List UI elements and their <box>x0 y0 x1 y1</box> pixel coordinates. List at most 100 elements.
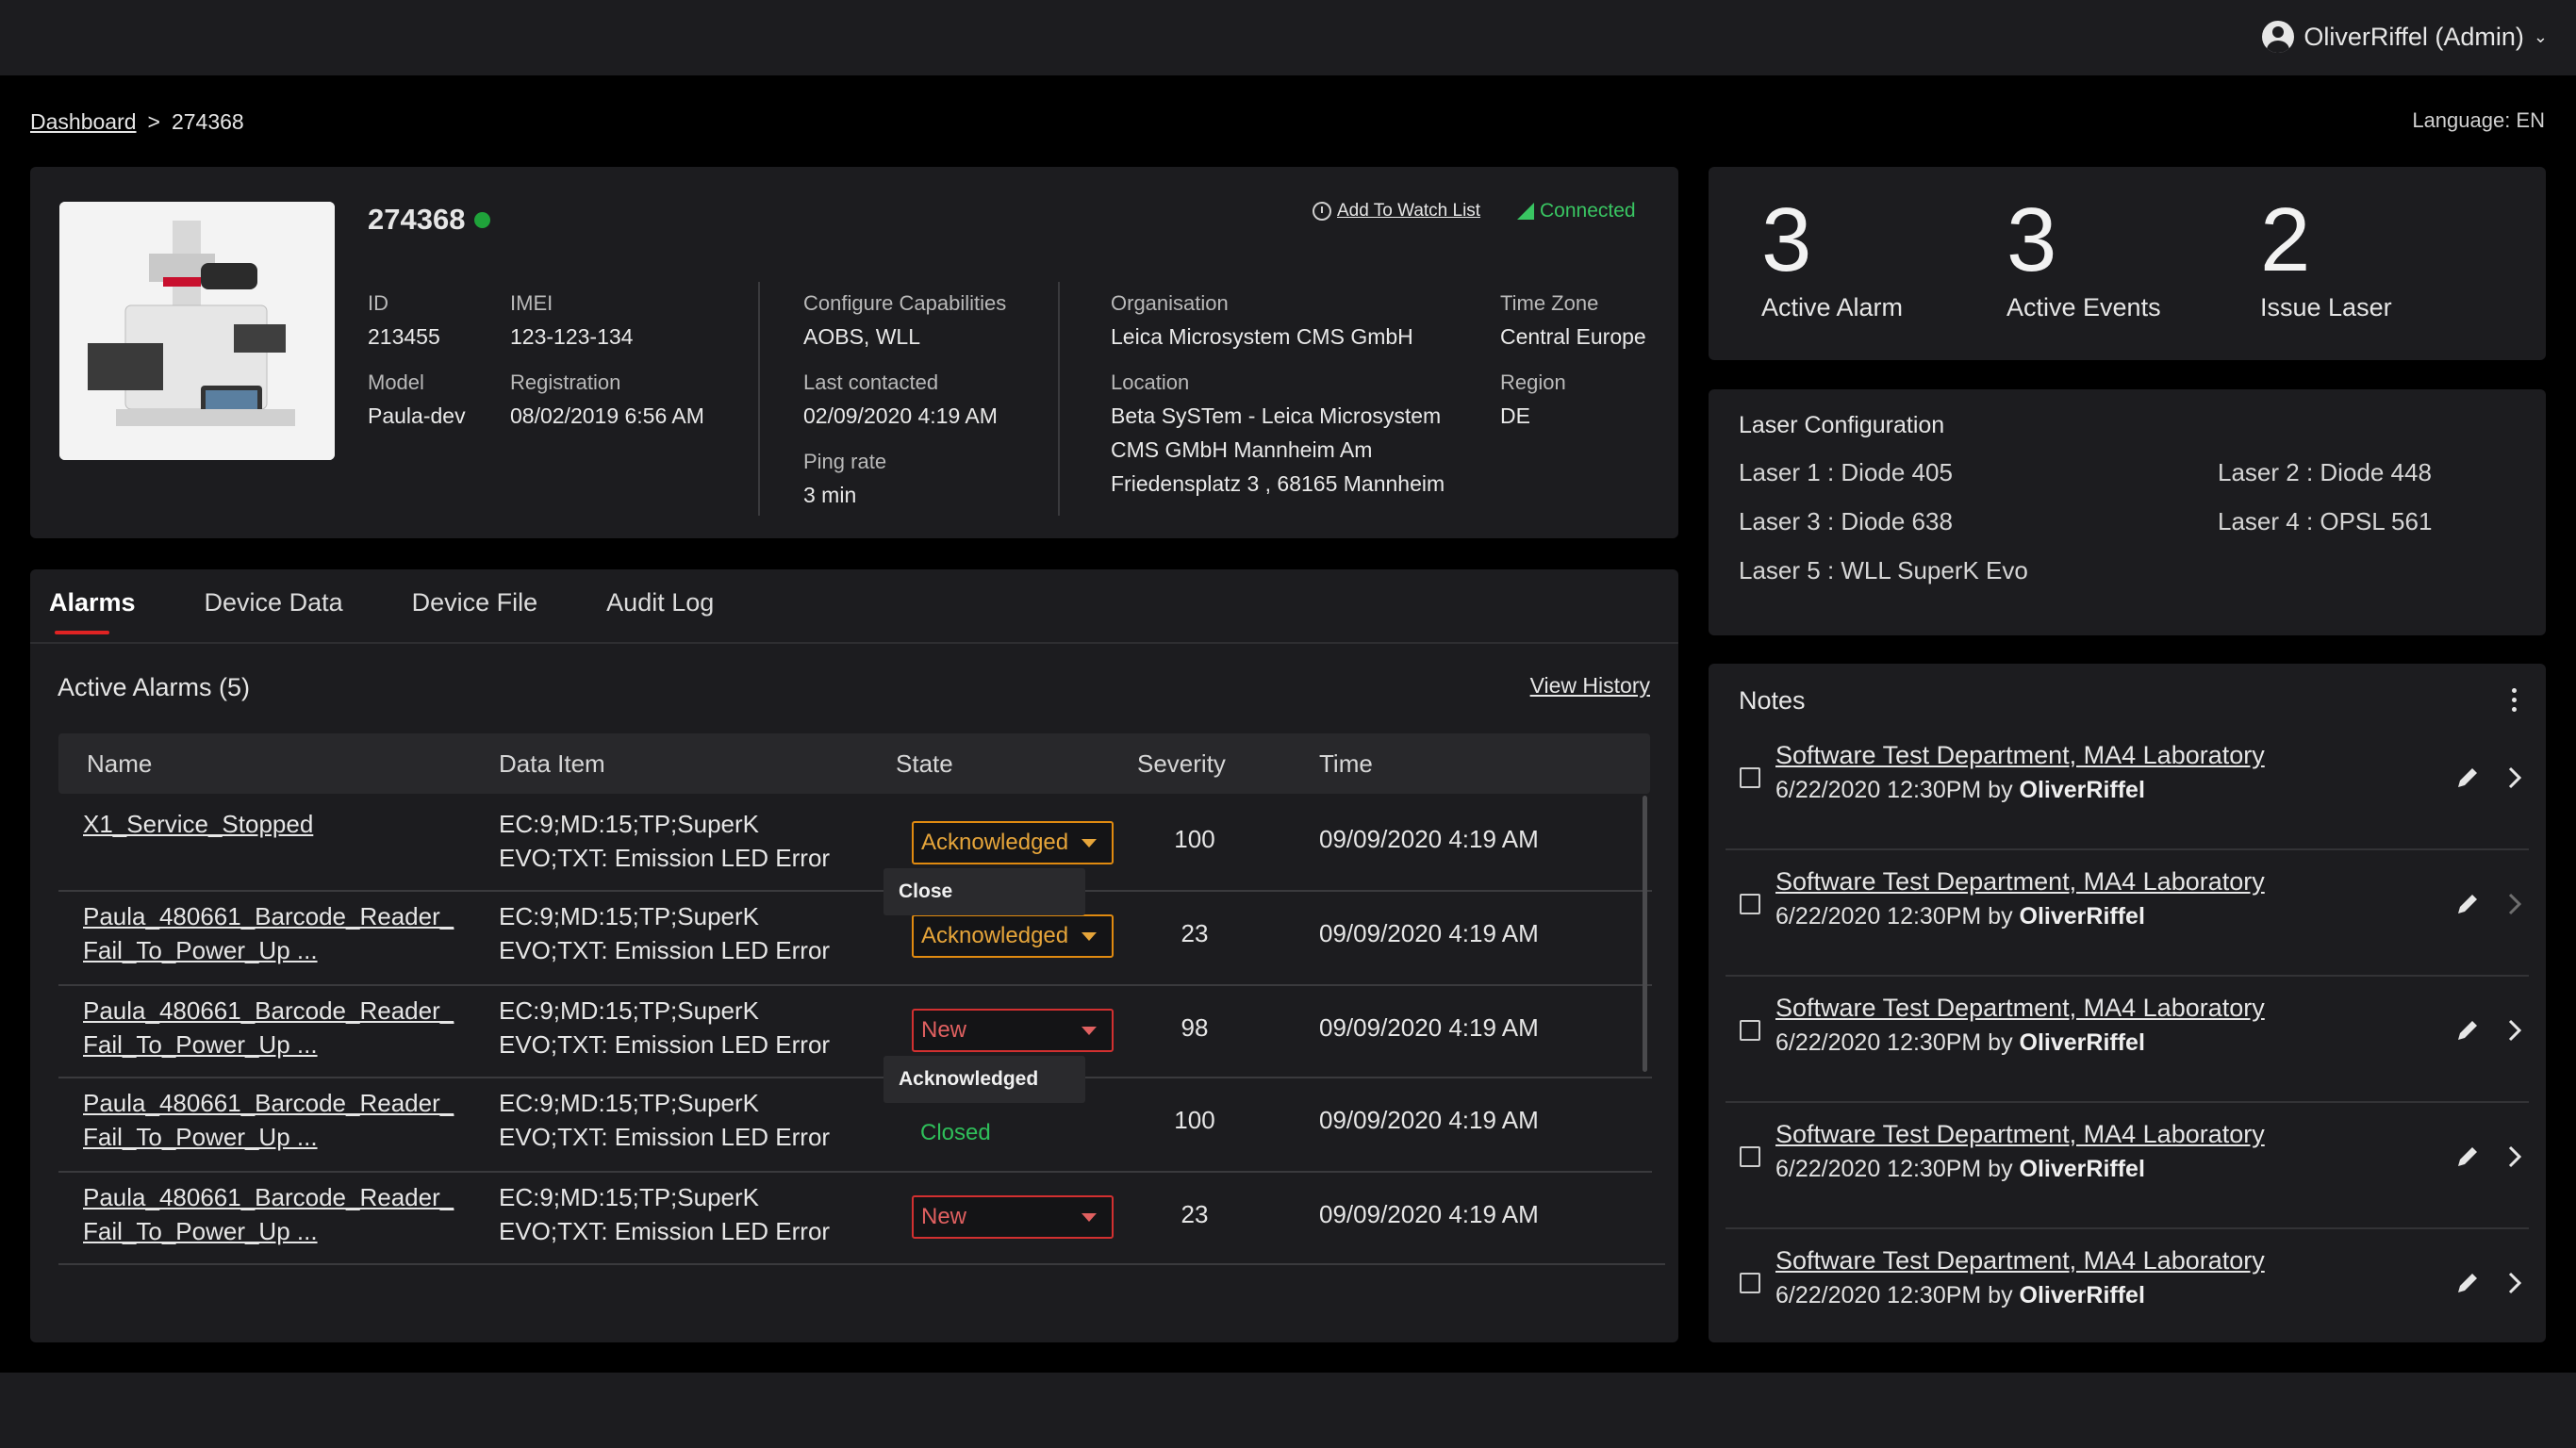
alarm-name-line: Fail_To_Power_Up ... <box>83 936 318 964</box>
note-meta: 6/22/2020 12:30PM by OliverRiffel <box>1775 777 2145 804</box>
note-checkbox[interactable] <box>1740 1273 1760 1293</box>
user-avatar-icon <box>2262 21 2295 53</box>
caret-down-icon <box>1082 932 1097 941</box>
severity-cell: 23 <box>1181 919 1209 947</box>
footer-bar <box>0 1373 2576 1448</box>
alarm-name-link[interactable]: Paula_480661_Barcode_Reader_ Fail_To_Pow… <box>83 994 479 1061</box>
chevron-right-icon[interactable] <box>2502 1144 2527 1169</box>
breadcrumb-current: 274368 <box>171 109 244 134</box>
alarms-card: Alarms Device Data Device File Audit Log… <box>30 569 1678 1342</box>
top-bar: OliverRiffel (Admin) ⌄ <box>0 0 2576 75</box>
chevron-right-icon[interactable] <box>2502 765 2527 790</box>
dropdown-option-close[interactable]: Close <box>883 868 1085 915</box>
field-last-contacted: Last contacted 02/09/2020 4:19 AM <box>803 370 998 433</box>
note-checkbox[interactable] <box>1740 1146 1760 1167</box>
column-header-name[interactable]: Name <box>87 749 153 778</box>
tab-alarms[interactable]: Alarms <box>49 588 136 634</box>
chevron-right-icon[interactable] <box>2502 1271 2527 1295</box>
column-header-state[interactable]: State <box>896 749 953 778</box>
note-author: OliverRiffel <box>2019 1156 2145 1182</box>
data-item-line: EC:9;MD:15;TP;SuperK <box>499 1089 759 1117</box>
watch-list-link[interactable]: Add To Watch List <box>1337 201 1481 221</box>
view-history-link[interactable]: View History <box>1529 673 1650 698</box>
add-to-watch-list[interactable]: Add To Watch List <box>1313 201 1480 222</box>
data-item-line: EVO;TXT: Emission LED Error <box>499 1123 831 1151</box>
alarm-name-link[interactable]: Paula_480661_Barcode_Reader_ Fail_To_Pow… <box>83 1180 479 1248</box>
state-dropdown[interactable]: New <box>912 1195 1114 1239</box>
note-title-link[interactable]: Software Test Department, MA4 Laboratory <box>1775 994 2265 1022</box>
connection-label: Connected <box>1540 200 1636 222</box>
note-divider <box>1726 848 2529 850</box>
stat-active-events[interactable]: 3 Active Events <box>2006 193 2161 322</box>
language-selector[interactable]: Language: EN <box>2412 108 2545 132</box>
chevron-right-icon[interactable] <box>2502 892 2527 916</box>
state-value: Acknowledged <box>921 923 1069 948</box>
pencil-icon[interactable] <box>2453 764 2482 792</box>
severity-cell: 100 <box>1174 825 1215 853</box>
laser-item: Laser 4 : OPSL 561 <box>2218 507 2433 535</box>
pencil-icon[interactable] <box>2453 1269 2482 1297</box>
alarm-name-link[interactable]: Paula_480661_Barcode_Reader_ Fail_To_Pow… <box>83 1086 479 1154</box>
stat-active-alarm[interactable]: 3 Active Alarm <box>1761 193 1903 322</box>
note-title-link[interactable]: Software Test Department, MA4 Laboratory <box>1775 867 2265 896</box>
note-author: OliverRiffel <box>2019 1029 2145 1056</box>
user-menu[interactable]: OliverRiffel (Admin) ⌄ <box>2262 21 2548 53</box>
data-item-cell: EC:9;MD:15;TP;SuperK EVO;TXT: Emission L… <box>499 899 830 967</box>
laser-configuration-card: Laser Configuration Laser 1 : Diode 405 … <box>1709 389 2546 635</box>
data-item-cell: EC:9;MD:15;TP;SuperK EVO;TXT: Emission L… <box>499 1180 830 1248</box>
note-item: Software Test Department, MA4 Laboratory… <box>1709 1226 2546 1352</box>
state-dropdown[interactable]: Acknowledged <box>912 821 1114 864</box>
note-checkbox[interactable] <box>1740 1020 1760 1041</box>
divider <box>758 282 760 516</box>
field-label: Model <box>368 370 424 394</box>
stat-issue-laser[interactable]: 2 Issue Laser <box>2260 193 2392 322</box>
tab-device-file[interactable]: Device File <box>411 588 538 617</box>
note-date: 6/22/2020 12:30PM by <box>1775 1282 2020 1308</box>
state-value: New <box>921 1204 967 1229</box>
pencil-icon[interactable] <box>2453 1143 2482 1171</box>
column-header-data-item[interactable]: Data Item <box>499 749 605 778</box>
field-model: Model Paula-dev <box>368 370 466 433</box>
breadcrumb-separator: > <box>147 109 160 134</box>
data-item-line: EVO;TXT: Emission LED Error <box>499 1030 831 1059</box>
field-value: Friedensplatz 3 , 68165 Mannheim <box>1111 471 1445 496</box>
data-item-line: EVO;TXT: Emission LED Error <box>499 1217 831 1245</box>
alarm-name-line: Fail_To_Power_Up ... <box>83 1030 318 1059</box>
more-options-icon[interactable] <box>2512 688 2518 712</box>
note-author: OliverRiffel <box>2019 903 2145 930</box>
table-scrollbar[interactable] <box>1643 796 1647 1072</box>
note-title-link[interactable]: Software Test Department, MA4 Laboratory <box>1775 741 2265 769</box>
chevron-right-icon[interactable] <box>2502 1018 2527 1043</box>
breadcrumb-dashboard-link[interactable]: Dashboard <box>30 109 137 134</box>
state-dropdown[interactable]: New <box>912 1009 1114 1052</box>
dropdown-option-acknowledged[interactable]: Acknowledged <box>883 1056 1085 1103</box>
column-header-severity[interactable]: Severity <box>1137 749 1226 778</box>
note-item: Software Test Department, MA4 Laboratory… <box>1709 1099 2546 1226</box>
note-checkbox[interactable] <box>1740 767 1760 788</box>
tab-device-data[interactable]: Device Data <box>204 588 343 617</box>
notes-card: Notes Software Test Department, MA4 Labo… <box>1709 664 2546 1342</box>
row-divider <box>58 1171 1652 1173</box>
field-label: Location <box>1111 370 1190 394</box>
note-title-link[interactable]: Software Test Department, MA4 Laboratory <box>1775 1120 2265 1148</box>
stat-value: 2 <box>2260 189 2311 290</box>
state-dropdown[interactable]: Acknowledged <box>912 914 1114 958</box>
data-item-line: EC:9;MD:15;TP;SuperK <box>499 810 759 838</box>
column-header-time[interactable]: Time <box>1319 749 1373 778</box>
note-date: 6/22/2020 12:30PM by <box>1775 1029 2020 1056</box>
note-author: OliverRiffel <box>2019 777 2145 803</box>
pencil-icon[interactable] <box>2453 1016 2482 1045</box>
field-value: Central Europe <box>1500 324 1646 349</box>
stat-label: Active Alarm <box>1761 293 1904 321</box>
note-author: OliverRiffel <box>2019 1282 2145 1308</box>
divider <box>1058 282 1060 516</box>
note-title-link[interactable]: Software Test Department, MA4 Laboratory <box>1775 1246 2265 1275</box>
tab-audit-log[interactable]: Audit Log <box>606 588 715 617</box>
time-cell: 09/09/2020 4:19 AM <box>1319 919 1539 947</box>
pencil-icon[interactable] <box>2453 890 2482 918</box>
field-value: CMS GMbH Mannheim Am <box>1111 437 1373 462</box>
alarm-name-link[interactable]: Paula_480661_Barcode_Reader_ Fail_To_Pow… <box>83 899 479 967</box>
note-checkbox[interactable] <box>1740 894 1760 914</box>
field-value: Leica Microsystem CMS GmbH <box>1111 324 1413 349</box>
alarm-name-link[interactable]: X1_Service_Stopped <box>83 810 314 838</box>
